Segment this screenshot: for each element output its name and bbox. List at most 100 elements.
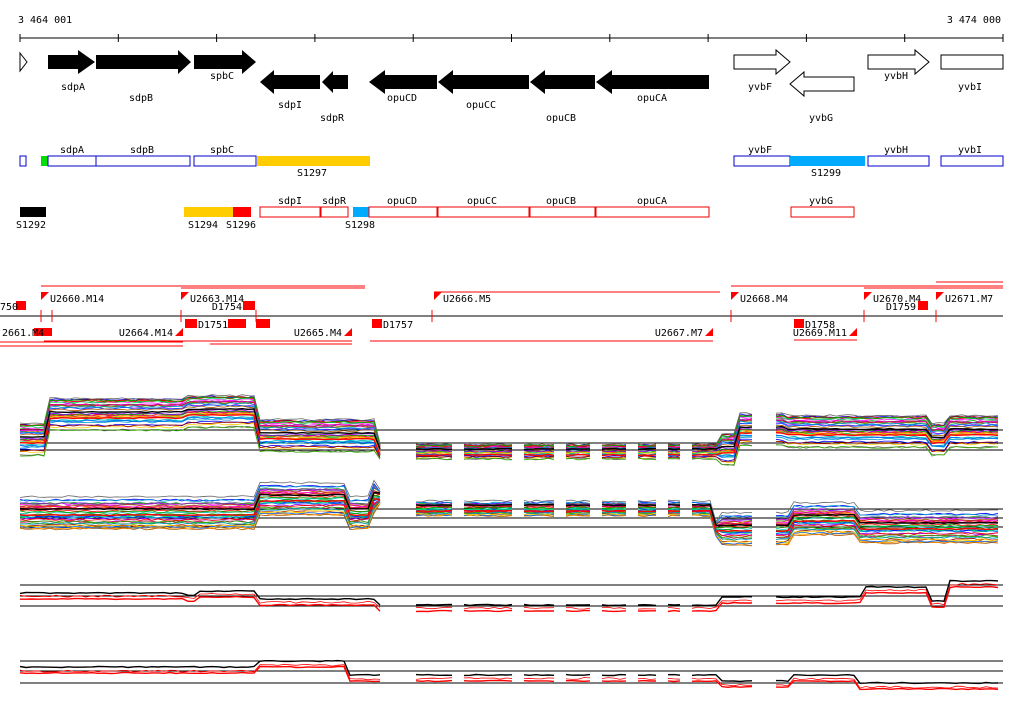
reverse-region-S1292[interactable] bbox=[20, 207, 46, 217]
forward-region-S1299[interactable] bbox=[790, 156, 865, 166]
downshift-D1759[interactable] bbox=[918, 301, 928, 310]
forward-region-green[interactable] bbox=[41, 156, 49, 166]
gene-arrow-sdpA[interactable] bbox=[48, 50, 95, 74]
tu-flag-U2667.M7[interactable] bbox=[705, 328, 713, 336]
downshift-label-D1751: D1751 bbox=[198, 320, 228, 331]
gene-label-opuCC: opuCC bbox=[466, 100, 496, 111]
partial-gene-arrow[interactable] bbox=[19, 51, 28, 73]
coord-end-label: 3 474 000 bbox=[947, 15, 1001, 26]
reverse-box-label-opuCD: opuCD bbox=[387, 196, 417, 207]
forward-box-label-yvbF: yvbF bbox=[748, 145, 772, 156]
reverse-box-label-opuCC: opuCC bbox=[467, 196, 497, 207]
tu-flag-U2666.M5[interactable] bbox=[434, 292, 442, 300]
tu-flag-U2671.M7[interactable] bbox=[936, 292, 944, 300]
forward-box-yvbI[interactable] bbox=[940, 155, 1004, 167]
expression-profile-panel-2 bbox=[19, 479, 1003, 547]
reverse-box-opuCD[interactable] bbox=[368, 206, 438, 218]
reverse-region-S1298[interactable] bbox=[353, 207, 369, 217]
expression-profile-panel-3 bbox=[19, 579, 1003, 613]
reverse-box-label-sdpR: sdpR bbox=[322, 196, 347, 207]
partial-tu-marker-lower[interactable] bbox=[34, 328, 52, 336]
downshift-label-D1758: D1758 bbox=[805, 320, 835, 331]
panel-4-profile-lines bbox=[19, 659, 999, 691]
transcript-span-lines bbox=[0, 281, 1003, 347]
reverse-box-sdpR[interactable] bbox=[320, 206, 349, 218]
tu-flag-U2668.M4[interactable] bbox=[731, 292, 739, 300]
downshift-D1754[interactable] bbox=[243, 301, 255, 310]
tu-label-U2667.M7: U2667.M7 bbox=[655, 328, 703, 339]
forward-box-sdpB[interactable] bbox=[95, 155, 191, 167]
expression-profile-line bbox=[19, 409, 999, 453]
gene-arrow-opuCD[interactable] bbox=[369, 70, 437, 94]
gene-label-spbC: spbC bbox=[210, 71, 234, 82]
panel-2-profile-lines bbox=[19, 479, 999, 547]
tu-label-U2666.M5: U2666.M5 bbox=[443, 294, 491, 305]
reverse-annotation-track: S1292 S1294 S1296 sdpI sdpR S1298 opuCD … bbox=[16, 196, 855, 231]
reverse-box-opuCA[interactable] bbox=[595, 206, 710, 218]
downshift-D1758[interactable] bbox=[794, 319, 804, 328]
expression-profile-line bbox=[19, 479, 998, 523]
gene-label-yvbF: yvbF bbox=[748, 82, 772, 93]
forward-box-yvbH[interactable] bbox=[867, 155, 930, 167]
expression-reference-line bbox=[19, 491, 999, 527]
reverse-box-opuCB[interactable] bbox=[529, 206, 596, 218]
gene-label-opuCA: opuCA bbox=[637, 93, 667, 104]
forward-box-label-yvbH: yvbH bbox=[884, 145, 908, 156]
expression-profile-line bbox=[19, 405, 999, 452]
expression-profile-line bbox=[19, 421, 999, 462]
gene-arrow-opuCC[interactable] bbox=[438, 70, 529, 94]
downshift-cluster-a[interactable] bbox=[228, 319, 246, 328]
gene-label-sdpB: sdpB bbox=[129, 93, 153, 104]
gene-arrow-spbC[interactable] bbox=[194, 50, 256, 74]
forward-region-label-S1297: S1297 bbox=[297, 168, 327, 179]
gene-arrow-sdpB[interactable] bbox=[96, 50, 191, 74]
gene-arrow-yvbF[interactable] bbox=[733, 48, 791, 76]
expression-reference-line bbox=[20, 585, 999, 613]
reverse-box-yvbG[interactable] bbox=[790, 206, 855, 218]
tu-label-U2669.M11: U2669.M11 bbox=[793, 328, 847, 339]
tu-flag-U2665.M4[interactable] bbox=[344, 328, 352, 336]
forward-box-spbC[interactable] bbox=[193, 155, 257, 167]
downshift-cluster-b[interactable] bbox=[256, 319, 270, 328]
panel-1-profile-lines bbox=[19, 394, 999, 466]
forward-region-S1297[interactable] bbox=[257, 156, 370, 166]
downshift-D1757[interactable] bbox=[372, 319, 382, 328]
coordinate-ruler: 3 464 001 3 474 000 bbox=[18, 15, 1004, 42]
partial-forward-box[interactable] bbox=[19, 155, 27, 167]
gene-arrow-opuCA[interactable] bbox=[596, 70, 709, 94]
gene-arrow-yvbH[interactable] bbox=[867, 48, 930, 76]
forward-box-yvbF[interactable] bbox=[733, 155, 791, 167]
gene-label-yvbG: yvbG bbox=[809, 113, 833, 124]
gene-label-sdpR: sdpR bbox=[320, 113, 345, 124]
gene-arrow-yvbG[interactable] bbox=[789, 70, 855, 98]
tu-flag-U2664.M14[interactable] bbox=[175, 328, 183, 336]
tu-label-U2663.M14: U2663.M14 bbox=[190, 294, 244, 305]
gene-arrow-opuCB[interactable] bbox=[530, 70, 595, 94]
tu-flag-U2670.M4[interactable] bbox=[864, 292, 872, 300]
gene-label-sdpI: sdpI bbox=[278, 100, 302, 111]
forward-box-label-sdpB: sdpB bbox=[130, 145, 154, 156]
downshift-D1751[interactable] bbox=[185, 319, 197, 328]
gene-arrow-yvbI[interactable] bbox=[940, 54, 1004, 70]
expression-profile-line bbox=[19, 412, 999, 455]
tu-flag-U2663.M14[interactable] bbox=[181, 292, 189, 300]
reverse-region-S1294[interactable] bbox=[184, 207, 233, 217]
forward-box-label-yvbI: yvbI bbox=[958, 145, 982, 156]
gene-label-opuCD: opuCD bbox=[387, 93, 417, 104]
reverse-box-opuCC[interactable] bbox=[437, 206, 530, 218]
reverse-region-label-S1294: S1294 bbox=[188, 220, 218, 231]
partial-tu-label-2661: 2661.M4 bbox=[2, 328, 44, 339]
forward-box-sdpA[interactable] bbox=[47, 155, 97, 167]
tu-flag-U2669.M11[interactable] bbox=[849, 328, 857, 336]
tu-flag-U2660.M14[interactable] bbox=[41, 292, 49, 300]
partial-tu-label-750: 750 bbox=[0, 302, 18, 313]
expression-profile-panel-4 bbox=[19, 659, 1003, 691]
reverse-region-label-S1292: S1292 bbox=[16, 220, 46, 231]
partial-tu-marker-left[interactable] bbox=[16, 301, 26, 310]
reverse-region-S1296[interactable] bbox=[233, 207, 251, 217]
reverse-box-sdpI[interactable] bbox=[259, 206, 321, 218]
tu-label-U2668.M4: U2668.M4 bbox=[740, 294, 788, 305]
expression-profile-line bbox=[19, 582, 999, 610]
gene-arrow-sdpR[interactable] bbox=[322, 71, 348, 93]
gene-arrow-sdpI[interactable] bbox=[260, 70, 320, 94]
